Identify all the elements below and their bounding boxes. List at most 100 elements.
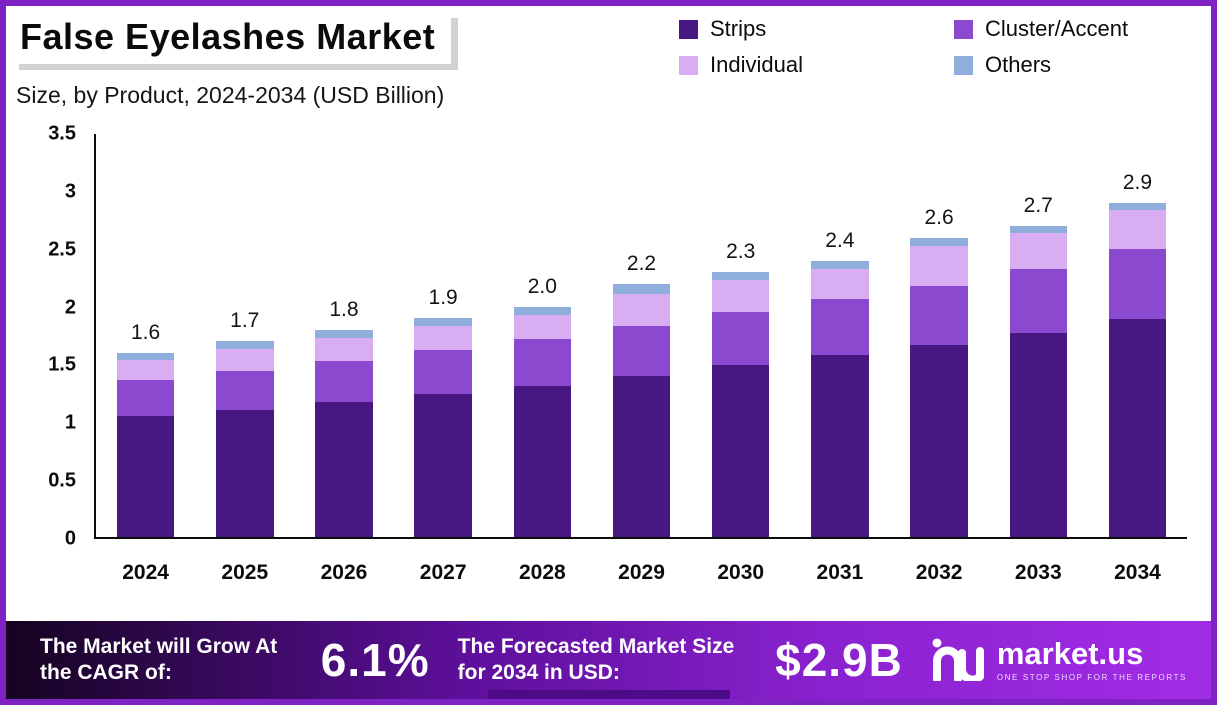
- stacked-bar: [711, 134, 770, 537]
- bar-column-2034: 2.9 2034: [1088, 134, 1187, 584]
- segment-strips: [811, 355, 869, 537]
- marketus-logo-icon: [931, 635, 985, 686]
- segment-others: [711, 272, 770, 281]
- bar-total-label: 2.3: [726, 240, 756, 264]
- y-tick-label: 0.5: [48, 469, 76, 492]
- segment-individual: [414, 326, 472, 351]
- x-axis-label: 2033: [1014, 561, 1062, 584]
- stacked-bar: [612, 134, 671, 537]
- segment-individual: [513, 314, 572, 339]
- cagr-label: The Market will Grow At the CAGR of:: [40, 634, 278, 684]
- segment-strips: [1108, 319, 1167, 537]
- segment-others: [910, 237, 968, 246]
- segment-others: [315, 329, 373, 338]
- chart-title: False Eyelashes Market: [20, 16, 436, 57]
- segment-cluster-accent: [216, 371, 274, 411]
- bar-total-label: 1.7: [230, 309, 260, 333]
- bar-column-2028: 2.0 2028: [493, 134, 592, 584]
- legend-swatch-others: [954, 55, 973, 75]
- bar-total-label: 2.7: [1023, 194, 1053, 218]
- y-tick-label: 0: [64, 527, 76, 550]
- bar-total-label: 1.9: [428, 286, 458, 310]
- segment-strips: [612, 375, 671, 537]
- stacked-bar: [811, 134, 869, 537]
- bar-total-label: 2.0: [527, 274, 557, 298]
- segment-individual: [612, 294, 671, 327]
- legend-swatch-individual: [679, 55, 698, 75]
- segment-cluster-accent: [910, 286, 968, 345]
- segment-others: [811, 260, 869, 269]
- x-axis-label: 2029: [618, 561, 665, 584]
- bar-column-2025: 1.7 2025: [195, 134, 294, 584]
- bar-column-2030: 2.3 2030: [691, 134, 790, 584]
- segment-cluster-accent: [414, 350, 472, 395]
- footer-banner: The Market will Grow At the CAGR of: 6.1…: [6, 621, 1211, 699]
- stacked-bar: [1108, 134, 1167, 537]
- bottom-notch: [487, 690, 730, 699]
- plot-area: 1.6 2024 1.7 2025 1.8 2026 1.9 2027 2.0 2028 2.2 20…: [94, 134, 1187, 584]
- x-axis-label: 2031: [816, 561, 864, 584]
- segment-strips: [315, 402, 373, 537]
- y-tick-label: 1: [64, 411, 76, 434]
- forecast-label: The Forecasted Market Size for 2034 in U…: [457, 634, 735, 684]
- stacked-bar: [315, 134, 373, 537]
- legend-item-others: Others: [954, 52, 1189, 78]
- segment-others: [216, 341, 274, 350]
- segment-cluster-accent: [513, 338, 572, 387]
- segment-individual: [116, 359, 175, 381]
- segment-others: [116, 352, 175, 360]
- segment-strips: [711, 365, 770, 537]
- bar-total-label: 2.6: [924, 205, 954, 229]
- bar-column-2026: 1.8 2026: [294, 134, 393, 584]
- bar-total-label: 1.8: [329, 297, 359, 321]
- y-tick-label: 3: [64, 180, 76, 203]
- stacked-bar: [414, 134, 472, 537]
- segment-others: [1108, 203, 1167, 211]
- legend-item-cluster-accent: Cluster/Accent: [954, 16, 1189, 42]
- legend-item-strips: Strips: [679, 16, 944, 42]
- brand-logo-group: market.us ONE STOP SHOP FOR THE REPORTS: [931, 635, 1197, 686]
- brand-name: market.us: [996, 636, 1144, 671]
- legend-swatch-strips: [679, 19, 698, 39]
- forecast-value: $2.9B: [775, 634, 903, 686]
- y-tick-label: 2: [64, 296, 76, 319]
- segment-cluster-accent: [315, 360, 373, 403]
- segment-others: [612, 283, 671, 295]
- segment-cluster-accent: [711, 312, 770, 366]
- bar-column-2027: 1.9 2027: [394, 134, 493, 584]
- segment-strips: [1009, 333, 1068, 537]
- segment-individual: [1009, 233, 1068, 269]
- bar-column-2024: 1.6 2024: [96, 134, 195, 584]
- segment-individual: [216, 349, 274, 372]
- x-axis-label: 2030: [717, 561, 765, 584]
- x-axis-label: 2034: [1114, 561, 1161, 584]
- x-axis-label: 2024: [122, 561, 169, 584]
- title-box: False Eyelashes Market: [12, 12, 452, 64]
- bar-column-2031: 2.4 2031: [790, 134, 889, 584]
- segment-individual: [811, 268, 869, 299]
- bar-column-2032: 2.6 2032: [890, 134, 989, 584]
- y-tick-label: 2.5: [48, 238, 76, 261]
- brand-text: market.us ONE STOP SHOP FOR THE REPORTS: [997, 638, 1187, 682]
- segment-strips: [116, 416, 175, 537]
- stacked-bar: [216, 134, 274, 537]
- stacked-bar: [116, 134, 175, 537]
- segment-others: [414, 318, 472, 327]
- segment-strips: [414, 394, 472, 537]
- brand-tagline: ONE STOP SHOP FOR THE REPORTS: [996, 673, 1187, 682]
- segment-cluster-accent: [116, 380, 175, 417]
- segment-cluster-accent: [1009, 268, 1068, 334]
- segment-others: [1009, 226, 1068, 234]
- x-axis-label: 2032: [915, 561, 963, 584]
- segment-cluster-accent: [612, 326, 671, 376]
- x-axis-label: 2028: [518, 561, 566, 584]
- x-axis-label: 2027: [419, 561, 467, 584]
- y-axis: 3.5 3 2.5 2 1.5 1 0.5 0: [6, 123, 92, 550]
- x-axis-label: 2025: [221, 561, 269, 584]
- segment-cluster-accent: [1108, 249, 1167, 320]
- legend: Strips Cluster/Accent Individual Others: [679, 16, 1189, 78]
- segment-individual: [910, 245, 968, 286]
- x-axis-label: 2026: [320, 561, 368, 584]
- bar-total-label: 2.4: [825, 228, 855, 252]
